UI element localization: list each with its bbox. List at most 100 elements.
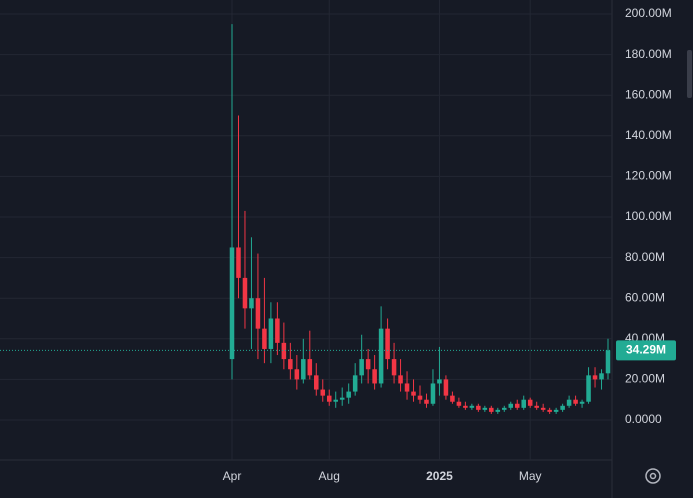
candle-body xyxy=(599,373,604,380)
candle-body xyxy=(450,395,455,402)
candle-body xyxy=(346,391,351,398)
candle xyxy=(489,405,494,414)
candle-body xyxy=(378,328,384,384)
candle xyxy=(547,407,552,414)
candle xyxy=(294,355,300,390)
candle-body xyxy=(482,407,488,410)
candle xyxy=(326,389,332,406)
candle-body xyxy=(502,407,507,410)
candle xyxy=(430,369,436,406)
candle xyxy=(268,302,274,364)
candle xyxy=(359,334,364,384)
candle-body xyxy=(547,409,552,412)
candle xyxy=(469,403,475,410)
candle-body xyxy=(417,395,423,400)
candle xyxy=(417,385,423,404)
candle-body xyxy=(301,359,306,380)
candle-body xyxy=(605,350,611,374)
candle xyxy=(365,348,371,384)
y-tick-label: 60.00M xyxy=(625,290,665,304)
x-tick-label: Apr xyxy=(223,469,242,483)
candle-body xyxy=(352,375,358,392)
candle-body xyxy=(365,359,371,370)
candle-body xyxy=(268,318,274,349)
candle-body xyxy=(424,399,429,404)
candle xyxy=(521,395,526,410)
candle xyxy=(450,391,455,404)
x-tick-label: May xyxy=(519,469,542,483)
candle-body xyxy=(281,342,287,360)
candle-body xyxy=(508,403,514,408)
candle xyxy=(560,403,565,412)
candle-body xyxy=(372,369,377,384)
candle xyxy=(262,277,267,364)
candle xyxy=(463,401,468,410)
candle xyxy=(553,407,559,414)
candle xyxy=(476,403,481,412)
candle xyxy=(599,369,604,390)
candle-body xyxy=(275,318,280,343)
last-price-label: 34.29M xyxy=(626,343,666,357)
candle xyxy=(288,342,293,380)
settings-icon-ring xyxy=(645,468,661,484)
candle-body xyxy=(560,405,565,410)
y-tick-label: 80.00M xyxy=(625,250,665,264)
candle-body xyxy=(333,399,338,402)
candle xyxy=(424,393,429,408)
candle xyxy=(527,397,533,408)
candle-body xyxy=(521,399,526,408)
candle-body xyxy=(398,375,403,384)
candle-body xyxy=(443,379,449,396)
candle-body xyxy=(307,359,313,376)
candle-body xyxy=(262,328,267,349)
candle-body xyxy=(242,277,248,309)
scrollbar[interactable] xyxy=(687,50,692,98)
candle-body xyxy=(566,399,572,406)
y-tick-label: 120.00M xyxy=(625,169,672,183)
candle xyxy=(605,338,611,380)
candle-body xyxy=(236,247,241,278)
candle xyxy=(275,302,280,356)
candle xyxy=(314,363,319,396)
candle-body xyxy=(586,375,591,402)
candle xyxy=(540,403,546,412)
y-tick-label: 160.00M xyxy=(625,87,672,101)
y-tick-label: 200.00M xyxy=(625,6,672,20)
candle xyxy=(573,395,578,406)
candle xyxy=(255,253,261,360)
candle-body xyxy=(573,399,578,404)
candle-body xyxy=(456,401,462,406)
candle-body xyxy=(294,369,300,380)
candle-body xyxy=(404,383,410,392)
candle xyxy=(443,375,449,400)
candle xyxy=(495,407,501,414)
candle-body xyxy=(229,247,235,360)
candle xyxy=(411,379,416,402)
candle-body xyxy=(339,397,345,400)
y-tick-label: 100.00M xyxy=(625,209,672,223)
candle xyxy=(249,237,254,349)
candle xyxy=(372,355,377,390)
candle xyxy=(482,405,488,412)
candle-body xyxy=(463,405,468,408)
candle-body xyxy=(255,298,261,329)
candle xyxy=(592,367,598,388)
candle-body xyxy=(495,409,501,412)
candle xyxy=(404,371,410,400)
candle-body xyxy=(385,328,390,360)
settings-icon[interactable] xyxy=(645,468,661,484)
candle xyxy=(391,342,397,384)
candle xyxy=(229,24,235,380)
y-tick-label: 0.0000 xyxy=(625,412,662,426)
candle xyxy=(307,330,313,380)
y-tick-label: 180.00M xyxy=(625,47,672,61)
candle xyxy=(398,359,403,392)
candle xyxy=(378,306,384,388)
y-tick-label: 140.00M xyxy=(625,128,672,142)
candle xyxy=(579,399,585,408)
last-price-box xyxy=(616,340,676,361)
candle xyxy=(514,399,520,410)
candle-body xyxy=(326,395,332,402)
candle xyxy=(385,318,390,370)
